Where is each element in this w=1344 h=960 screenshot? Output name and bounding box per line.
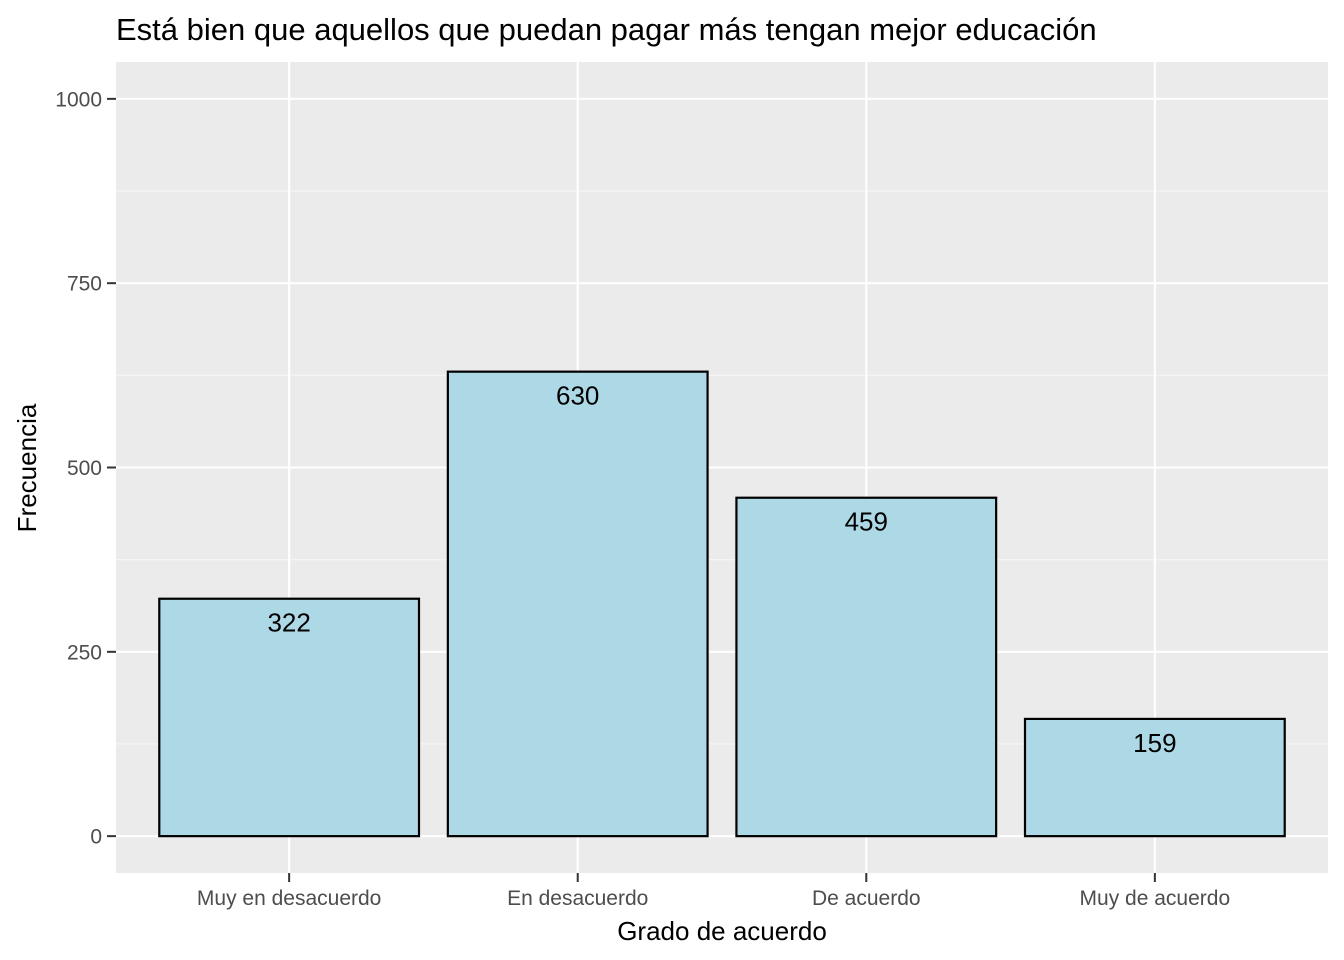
bar bbox=[446, 370, 709, 838]
data-label: 459 bbox=[845, 507, 888, 537]
y-tick-label: 500 bbox=[67, 457, 102, 480]
x-tick-label: Muy de acuerdo bbox=[1080, 887, 1231, 910]
data-label: 630 bbox=[556, 381, 599, 411]
bar bbox=[158, 597, 421, 838]
x-axis-title: Grado de acuerdo bbox=[617, 916, 827, 946]
x-tick-label: Muy en desacuerdo bbox=[197, 887, 381, 910]
bars bbox=[158, 370, 1286, 838]
y-tick-label: 1000 bbox=[55, 88, 102, 111]
x-axis: Muy en desacuerdo En desacuerdo De acuerdo… bbox=[197, 873, 1230, 910]
bar bbox=[1023, 717, 1286, 838]
chart-title: Está bien que aquellos que puedan pagar … bbox=[116, 12, 1097, 47]
bar bbox=[735, 496, 998, 838]
data-label: 322 bbox=[267, 608, 310, 638]
y-tick-label: 0 bbox=[90, 826, 102, 849]
data-label: 159 bbox=[1133, 728, 1176, 758]
x-tick-label: De acuerdo bbox=[812, 887, 921, 910]
y-axis: 0 250 500 750 1000 bbox=[55, 88, 116, 849]
y-axis-title: Frecuencia bbox=[12, 403, 42, 532]
x-tick-label: En desacuerdo bbox=[507, 887, 648, 910]
data-labels: 322 630 459 159 bbox=[267, 381, 1176, 758]
y-tick-label: 750 bbox=[67, 273, 102, 296]
y-tick-label: 250 bbox=[67, 641, 102, 664]
